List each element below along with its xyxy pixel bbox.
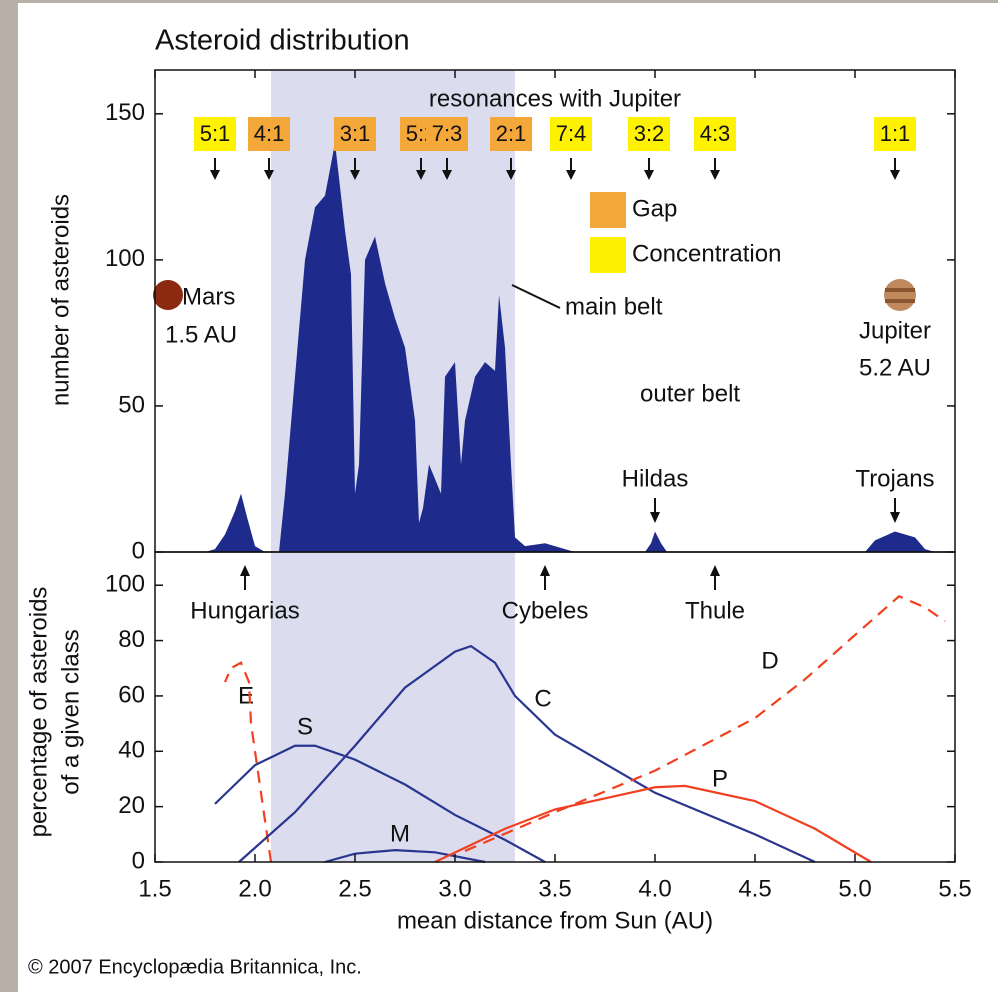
resonance-box	[194, 117, 236, 151]
resonance-arrowhead	[644, 170, 654, 180]
annotation: main belt	[565, 293, 663, 320]
x-tick-label: 4.5	[738, 875, 771, 902]
x-axis-title: mean distance from Sun (AU)	[397, 907, 713, 934]
annotation: 5.2 AU	[859, 354, 931, 381]
x-tick-label: 5.5	[938, 875, 971, 902]
group-arrowhead	[710, 565, 720, 576]
line	[214, 744, 546, 863]
group-arrowhead	[650, 512, 660, 523]
x-tick-label: 2.0	[238, 875, 271, 902]
legend-swatch	[590, 237, 626, 273]
line	[324, 848, 486, 864]
group-label: Trojans	[855, 465, 934, 492]
y-axis-title: number of asteroids	[47, 194, 74, 406]
annotation: 1.5 AU	[165, 321, 237, 348]
footer: © 2007 Encyclopædia Britannica, Inc.	[28, 956, 362, 978]
area	[155, 143, 955, 552]
legend-swatch	[590, 192, 626, 228]
legend-label: Gap	[632, 195, 677, 222]
resonance-arrowhead	[506, 170, 516, 180]
resonance-label: 7:4	[556, 121, 587, 146]
y-tick-label: 100	[105, 245, 145, 272]
pointer-line	[511, 284, 561, 309]
resonance-box	[874, 117, 916, 151]
series-label: D	[761, 647, 778, 674]
resonance-label: 5:1	[200, 121, 231, 146]
legend-label: Concentration	[632, 240, 781, 267]
resonance-label: 2:1	[496, 121, 527, 146]
group-label: Hungarias	[190, 597, 299, 624]
line	[464, 595, 946, 852]
y-axis-title: percentage of asteroids	[25, 587, 52, 838]
plot-frame	[154, 551, 956, 863]
group-label: Hildas	[622, 465, 689, 492]
resonance-box	[550, 117, 592, 151]
resonance-label: 4:3	[700, 121, 731, 146]
x-tick-label: 3.0	[438, 875, 471, 902]
chart-title: Asteroid distribution	[155, 25, 410, 57]
group-arrowhead	[540, 565, 550, 576]
resonance-label: 7:3	[432, 121, 463, 146]
line	[223, 661, 273, 863]
x-tick-label: 1.5	[138, 875, 171, 902]
resonance-label: 3:2	[634, 121, 665, 146]
resonance-box	[334, 117, 376, 151]
annotation: outer belt	[640, 380, 740, 407]
y-tick-label: 40	[118, 737, 145, 764]
x-tick-label: 5.0	[838, 875, 871, 902]
group-label: Thule	[685, 597, 745, 624]
y-axis-title: of a given class	[57, 629, 84, 794]
line	[434, 784, 872, 863]
x-tick-label: 2.5	[338, 875, 371, 902]
resonance-arrowhead	[416, 170, 426, 180]
series-label: P	[712, 765, 728, 792]
series-label: S	[297, 713, 313, 740]
group-label: Cybeles	[502, 597, 589, 624]
group-arrowhead	[890, 512, 900, 523]
resonance-arrowhead	[710, 170, 720, 180]
resonance-label: 3:1	[340, 121, 371, 146]
resonance-arrowhead	[566, 170, 576, 180]
line	[238, 644, 816, 863]
annotation: Jupiter	[859, 317, 931, 344]
resonance-box	[248, 117, 290, 151]
jupiter-icon	[884, 279, 916, 311]
y-tick-label: 0	[132, 847, 145, 874]
series-label: C	[534, 685, 551, 712]
group-arrowhead	[240, 565, 250, 576]
resonance-arrowhead	[350, 170, 360, 180]
resonance-box	[694, 117, 736, 151]
y-tick-label: 0	[132, 537, 145, 564]
y-tick-label: 100	[105, 571, 145, 598]
resonance-box	[426, 117, 468, 151]
resonance-label: 1:1	[880, 121, 911, 146]
y-tick-label: 150	[105, 99, 145, 126]
resonance-arrowhead	[264, 170, 274, 180]
series-label: M	[390, 820, 410, 847]
resonance-arrowhead	[890, 170, 900, 180]
series-label: E	[238, 682, 254, 709]
y-tick-label: 50	[118, 391, 145, 418]
resonance-arrowhead	[442, 170, 452, 180]
x-tick-label: 3.5	[538, 875, 571, 902]
mars-icon	[153, 280, 183, 310]
y-tick-label: 80	[118, 626, 145, 653]
resonance-title: resonances with Jupiter	[429, 85, 681, 112]
resonance-label: 4:1	[254, 121, 285, 146]
resonance-box	[490, 117, 532, 151]
annotation: Mars	[182, 283, 235, 310]
resonance-arrowhead	[210, 170, 220, 180]
y-tick-label: 20	[118, 792, 145, 819]
x-tick-label: 4.0	[638, 875, 671, 902]
y-tick-label: 60	[118, 681, 145, 708]
resonance-box	[628, 117, 670, 151]
